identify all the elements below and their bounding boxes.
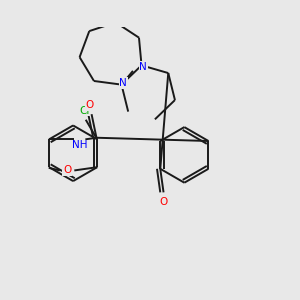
Text: Cl: Cl xyxy=(79,106,89,116)
Text: N: N xyxy=(139,62,147,72)
Text: O: O xyxy=(86,100,94,110)
Text: O: O xyxy=(159,196,168,206)
Text: O: O xyxy=(63,165,71,176)
Text: N: N xyxy=(119,78,127,88)
Text: NH: NH xyxy=(72,140,87,150)
